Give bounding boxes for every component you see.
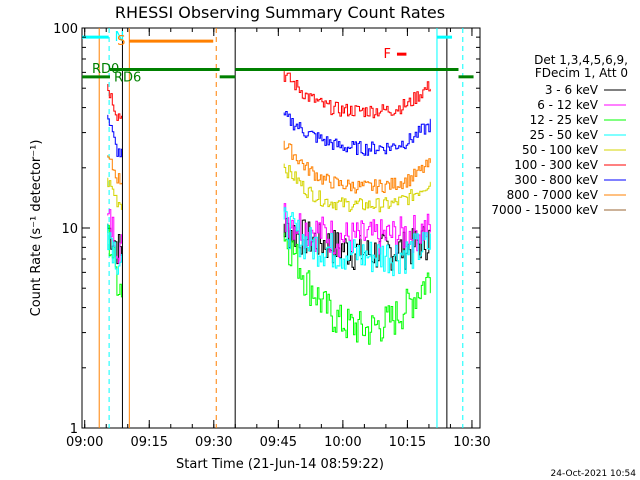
- y-axis: 1 10 100: [53, 22, 480, 437]
- plot-frame: [81, 27, 481, 429]
- series-line: [283, 111, 431, 156]
- legend-header: FDecim 1, Att 0: [535, 66, 628, 80]
- x-tick-label: 10:15: [389, 435, 426, 450]
- legend-entry-label: 25 - 50 keV: [530, 128, 599, 142]
- series-line: [107, 84, 122, 121]
- x-tick-label: 09:45: [260, 435, 297, 450]
- x-tick-label: 09:15: [131, 435, 168, 450]
- y-tick-label: 1: [70, 422, 78, 437]
- legend-entry-label: 300 - 800 keV: [514, 173, 598, 187]
- legend-entry-label: 50 - 100 keV: [522, 143, 599, 157]
- data-series: [107, 71, 431, 345]
- y-tick-label: 100: [53, 22, 78, 37]
- series-line: [283, 218, 431, 271]
- series-line: [283, 163, 431, 213]
- series-line: [107, 114, 122, 158]
- x-tick-label: 10:30: [453, 435, 490, 450]
- flag-label: N: [115, 30, 125, 45]
- flag-label: RD0: [92, 62, 119, 77]
- series-line: [283, 203, 431, 258]
- series-line: [283, 207, 431, 277]
- legend-entry-label: 100 - 300 keV: [514, 158, 598, 172]
- legend-entry-label: 3 - 6 keV: [545, 83, 599, 97]
- legend-header: Det 1,3,4,5,6,9,: [534, 53, 628, 67]
- series-line: [283, 71, 431, 119]
- legend-entry-label: 12 - 25 keV: [530, 113, 599, 127]
- flag-label: S: [117, 34, 125, 49]
- x-tick-label: 09:30: [195, 435, 232, 450]
- legend: Det 1,3,4,5,6,9,FDecim 1, Att 0 3 - 6 keV…: [491, 53, 628, 217]
- series-line: [283, 140, 431, 194]
- chart-title: RHESSI Observing Summary Count Rates: [115, 3, 445, 22]
- x-tick-label: 09:00: [66, 435, 103, 450]
- series-line: [107, 177, 122, 210]
- event-lines: [98, 28, 464, 428]
- x-axis: 09:00 09:15 09:30 09:45 10:00 10:15 10:30: [66, 28, 491, 450]
- legend-entry-label: 6 - 12 keV: [537, 98, 599, 112]
- series-line: [107, 223, 122, 275]
- x-tick-label: 10:00: [324, 435, 361, 450]
- timestamp: 24-Oct-2021 10:54: [551, 469, 637, 479]
- legend-entry-label: 7000 - 15000 keV: [491, 203, 598, 217]
- flag-label: F: [383, 47, 390, 62]
- legend-entry-label: 800 - 7000 keV: [507, 188, 599, 202]
- y-axis-label: Count Rate (s⁻¹ detector⁻¹): [29, 140, 44, 317]
- flag-label: RD6: [114, 71, 141, 86]
- y-tick-label: 10: [61, 222, 78, 237]
- x-axis-label: Start Time (21-Jun-14 08:59:22): [176, 457, 384, 472]
- series-line: [107, 155, 122, 185]
- series-line: [283, 232, 431, 345]
